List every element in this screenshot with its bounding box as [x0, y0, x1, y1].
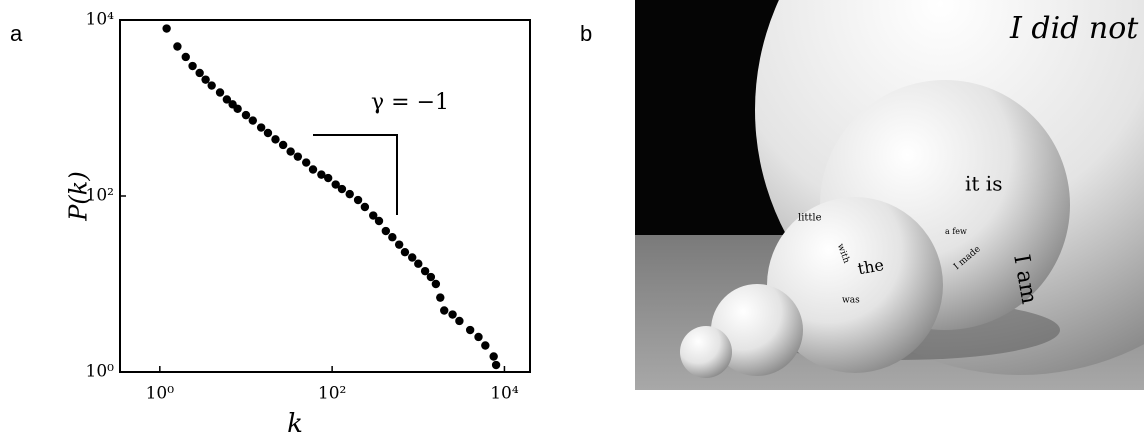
point [474, 332, 483, 342]
point [345, 189, 354, 199]
slope-guide [313, 134, 398, 215]
point [263, 128, 273, 138]
sphere [711, 284, 803, 376]
point [431, 279, 441, 289]
image-text: was [842, 296, 860, 306]
point [369, 211, 378, 220]
point [173, 42, 182, 51]
point [195, 68, 204, 78]
point [440, 306, 449, 315]
point [308, 165, 318, 174]
point [353, 195, 363, 205]
point [489, 352, 498, 361]
x-axis-label: k [287, 409, 303, 439]
point [162, 24, 171, 33]
point [248, 116, 257, 125]
x-tick-label: 10² [318, 384, 346, 404]
y-axis-label: P(k) [65, 171, 93, 221]
point [207, 81, 216, 90]
point [448, 310, 457, 319]
rendered-image: I did not it is I am the little was with… [635, 0, 1144, 390]
point [286, 147, 295, 156]
point [360, 202, 370, 212]
point [491, 360, 501, 370]
point [215, 88, 225, 97]
x-tick-label: 10⁴ [490, 384, 519, 404]
point [420, 266, 430, 276]
point [414, 259, 423, 268]
image-text: I did not [1009, 11, 1139, 46]
point [241, 110, 251, 120]
point [323, 173, 333, 183]
point [426, 272, 436, 282]
y-tick-label: 10² [86, 186, 114, 206]
point [455, 316, 464, 326]
point [337, 184, 347, 194]
point [388, 233, 397, 242]
point [256, 123, 266, 132]
image-text: a few [945, 227, 967, 236]
x-tick-label: 10⁰ [146, 384, 175, 404]
image-text: the [856, 255, 885, 278]
y-tick-label: 10⁴ [86, 10, 115, 30]
point [374, 216, 384, 226]
point [481, 341, 490, 350]
point [408, 253, 417, 262]
point [394, 240, 404, 249]
point [465, 325, 475, 335]
sphere [680, 326, 732, 378]
sphere [767, 197, 943, 373]
point [317, 170, 326, 179]
point [181, 52, 190, 62]
point [222, 95, 232, 104]
point [201, 75, 210, 84]
annotation: γ = −1 [371, 90, 449, 115]
chart: γ = −1 k P(k) 10⁰ 10² 10⁴ 10⁰ 10² 10⁴ [65, 10, 531, 439]
image-text: it is [965, 172, 1002, 196]
image-text: little [798, 213, 822, 224]
point [436, 293, 445, 302]
point [331, 180, 340, 189]
point [381, 226, 391, 236]
point [301, 158, 311, 167]
panel-label: a [10, 21, 23, 46]
point [188, 61, 197, 71]
plot-frame [119, 19, 531, 373]
point [293, 152, 303, 161]
point [233, 104, 242, 113]
point [271, 135, 280, 144]
y-tick-label: 10⁰ [86, 362, 115, 382]
point [278, 140, 288, 150]
point [400, 247, 410, 257]
panel-label: b [580, 21, 592, 46]
